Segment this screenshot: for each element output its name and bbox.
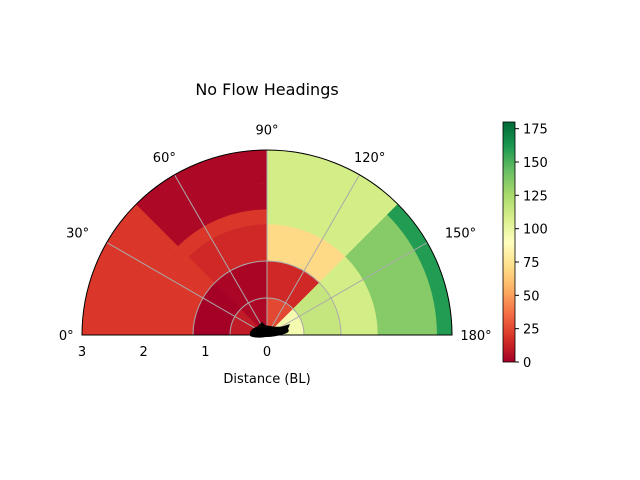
polar-frame xyxy=(81,149,453,336)
theta-tick-label: 0° xyxy=(59,329,74,344)
theta-tick-label: 90° xyxy=(255,124,278,139)
theta-grid-line xyxy=(174,174,268,336)
colorbar-tick-label: 50 xyxy=(523,289,540,304)
theta-grid-line xyxy=(106,242,268,336)
polar-cells xyxy=(81,149,453,336)
r-tick-label: 2 xyxy=(140,345,148,360)
theta-tick-label: 60° xyxy=(153,151,176,166)
theta-tick-label: 120° xyxy=(354,151,385,166)
chart-title: No Flow Headings xyxy=(195,80,338,99)
r-tick-labels: 3 2 1 0 xyxy=(78,345,271,360)
colorbar-tick-label: 75 xyxy=(523,256,540,271)
colorbar: 0 25 50 75 100 125 150 175 xyxy=(502,121,548,371)
r-tick-label: 0 xyxy=(263,345,271,360)
r-tick-label: 1 xyxy=(201,345,209,360)
x-axis-label: Distance (BL) xyxy=(223,372,310,387)
polar-outline xyxy=(81,149,453,336)
colorbar-tick-label: 100 xyxy=(523,223,548,238)
theta-grid-line xyxy=(266,174,360,336)
colorbar-tick-label: 125 xyxy=(523,189,548,204)
colorbar-tick-label: 175 xyxy=(523,123,548,138)
colorbar-ticks: 0 25 50 75 100 125 150 175 xyxy=(515,123,548,371)
theta-tick-labels: 0° 30° 60° 90° 120° 150° 180° xyxy=(59,124,492,344)
theta-tick-label: 180° xyxy=(460,329,491,344)
colorbar-gradient xyxy=(502,121,516,363)
r-tick-label: 3 xyxy=(78,345,86,360)
theta-tick-label: 150° xyxy=(445,226,476,241)
colorbar-tick-label: 25 xyxy=(523,323,540,338)
theta-grid-line xyxy=(266,242,428,336)
colorbar-tick-label: 150 xyxy=(523,156,548,171)
colorbar-tick-label: 0 xyxy=(523,356,531,371)
theta-tick-label: 30° xyxy=(66,226,89,241)
fish-icon xyxy=(250,322,290,338)
